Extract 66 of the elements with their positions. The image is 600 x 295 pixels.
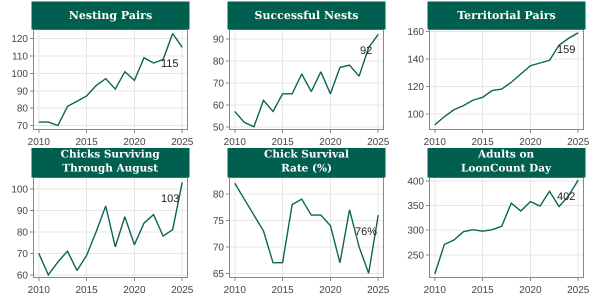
chart-title: Chick Survival Rate (%): [264, 148, 350, 174]
x-tick-label: 2025: [567, 285, 590, 295]
y-tick-label: 70: [16, 121, 28, 132]
y-tick-label: 75: [212, 216, 224, 227]
y-tick-label: 80: [16, 227, 28, 238]
x-tick-label: 2010: [424, 285, 446, 295]
y-tick-label: 100: [407, 109, 424, 120]
x-tick-label: 2015: [75, 137, 98, 148]
y-tick-label: 90: [212, 34, 224, 46]
y-tick-label: 80: [16, 104, 28, 115]
x-tick-label: 2015: [75, 285, 98, 295]
x-tick-label: 2025: [171, 137, 194, 148]
x-tick-label: 2015: [471, 137, 494, 148]
chart-title: Territorial Pairs: [457, 9, 556, 22]
line-series: [234, 34, 379, 128]
chart-title: Adults on LoonCount Day: [460, 148, 552, 174]
x-tick-label: 2025: [567, 137, 590, 148]
y-tick-label: 140: [407, 54, 424, 66]
y-tick-label: 90: [16, 206, 28, 217]
x-tick-label: 2020: [319, 285, 342, 295]
data-label: 115: [161, 58, 179, 70]
y-tick-label: 70: [212, 242, 224, 254]
chart-title: Nesting Pairs: [68, 9, 152, 22]
y-tick-label: 100: [11, 68, 28, 80]
x-tick-label: 2010: [28, 285, 50, 295]
line-series: [38, 32, 183, 126]
line-series: [234, 182, 379, 274]
x-tick-label: 2020: [519, 285, 542, 295]
y-tick-label: 120: [407, 82, 424, 93]
x-tick-label: 2025: [367, 137, 390, 148]
y-tick-label: 60: [16, 270, 28, 282]
x-tick-label: 2010: [224, 137, 246, 148]
line-series: [434, 32, 579, 126]
data-label: 159: [557, 44, 576, 56]
y-tick-label: 70: [16, 248, 28, 260]
x-tick-label: 2020: [519, 137, 542, 148]
x-tick-label: 2020: [123, 285, 146, 295]
x-tick-label: 2025: [367, 285, 390, 295]
y-tick-label: 100: [11, 184, 28, 196]
y-tick-label: 60: [212, 100, 224, 112]
y-tick-label: 250: [407, 250, 424, 262]
line-series: [38, 182, 183, 276]
y-tick-label: 50: [212, 122, 224, 134]
y-tick-label: 80: [212, 56, 224, 68]
y-tick-label: 65: [212, 268, 224, 280]
y-tick-label: 80: [212, 189, 224, 200]
x-tick-label: 2020: [319, 137, 342, 148]
y-tick-label: 110: [12, 52, 28, 63]
y-tick-label: 160: [407, 26, 424, 38]
chart-title: Chicks Surviving Through August: [60, 148, 160, 174]
x-tick-label: 2020: [123, 137, 146, 148]
x-tick-label: 2015: [471, 285, 494, 295]
x-tick-label: 2025: [171, 285, 194, 295]
chart-title: Successful Nests: [254, 9, 358, 22]
x-tick-label: 2010: [224, 285, 246, 295]
y-tick-label: 90: [16, 86, 28, 98]
line-series: [434, 179, 579, 275]
x-tick-label: 2010: [28, 137, 50, 148]
x-tick-label: 2015: [271, 285, 294, 295]
x-tick-label: 2015: [271, 137, 294, 148]
y-tick-label: 400: [407, 176, 424, 188]
y-tick-label: 70: [212, 78, 224, 90]
y-tick-label: 350: [407, 201, 424, 212]
y-tick-label: 300: [407, 226, 424, 237]
x-tick-label: 2010: [424, 137, 446, 148]
y-tick-label: 120: [11, 34, 28, 46]
